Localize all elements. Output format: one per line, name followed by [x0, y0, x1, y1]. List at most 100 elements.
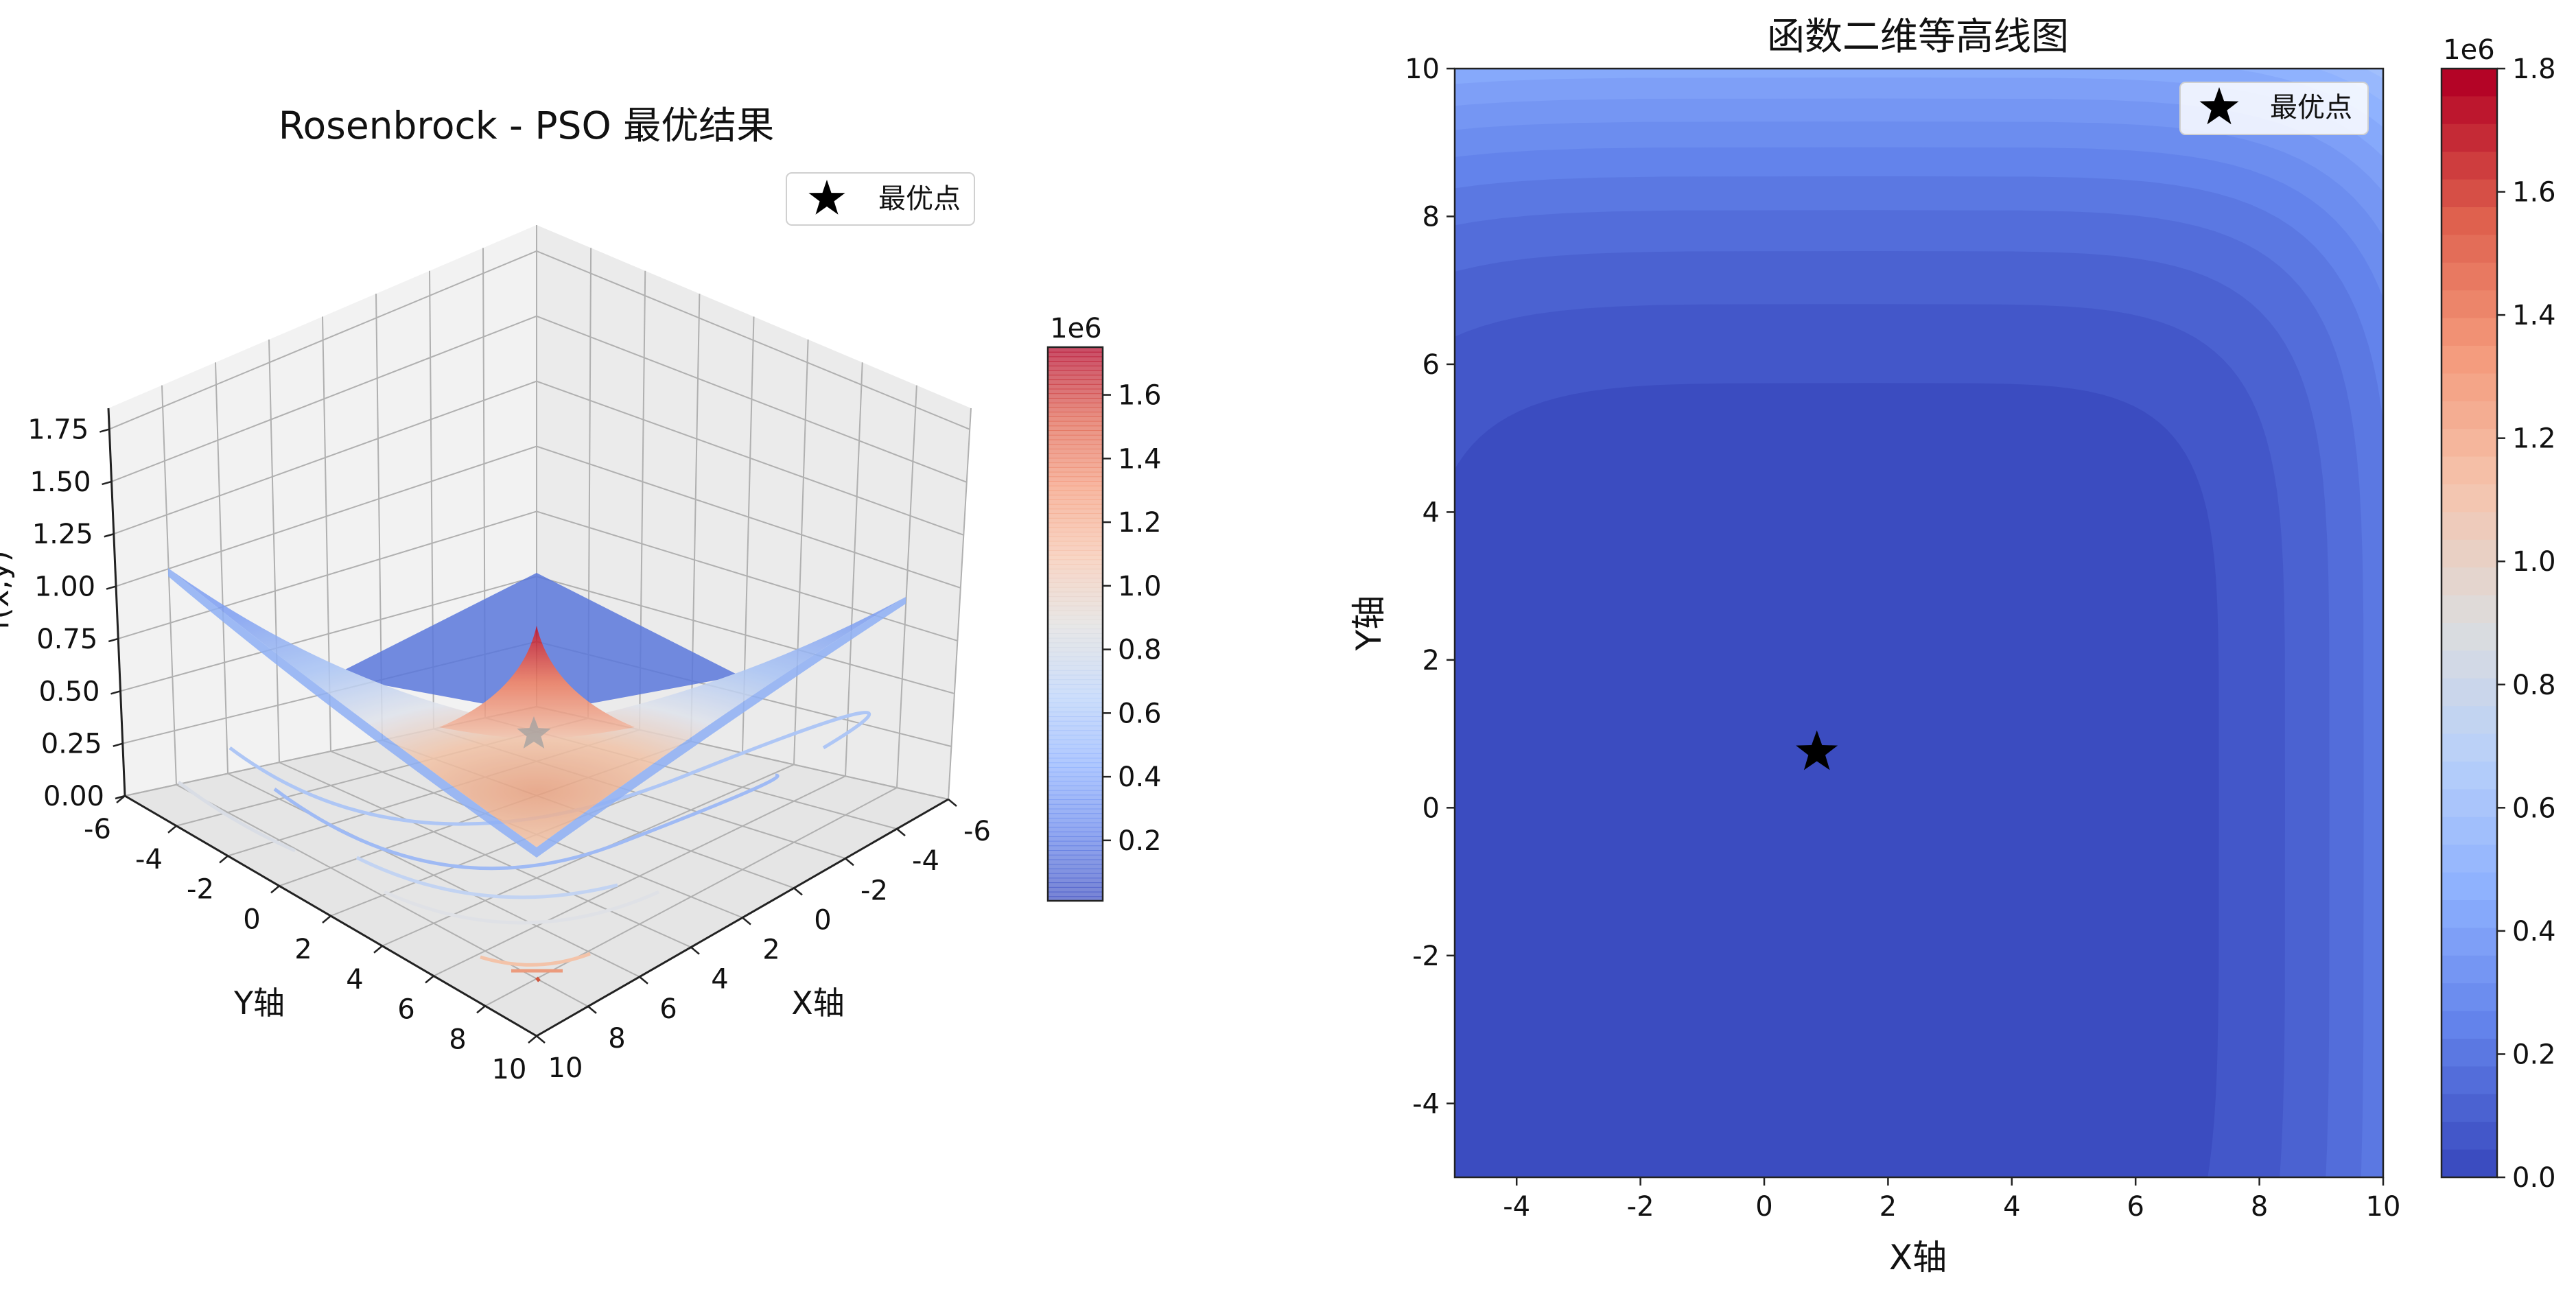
- colorbar-band: [1048, 665, 1103, 671]
- colorbar-band: [1048, 522, 1103, 528]
- colorbar-band: [1048, 471, 1103, 478]
- colorbar-band: [2442, 179, 2497, 208]
- floor-contour: [480, 952, 591, 967]
- x-tick: [742, 917, 751, 926]
- colorbar-ticks: 0.2 0.4 0.6 0.8 1.0 1.2 1.4 1.6: [1103, 380, 1162, 857]
- x-tick-label: 4: [711, 964, 728, 995]
- colorbar-band: [1048, 439, 1103, 445]
- colorbar-band: [1048, 873, 1103, 879]
- x-tick-label: 8: [608, 1023, 625, 1055]
- y-axis-label: Y轴: [1349, 596, 1389, 652]
- colorbar-tick-label: 1.2: [1118, 507, 1162, 539]
- colorbar-band: [1048, 453, 1103, 459]
- colorbar-band: [1048, 532, 1103, 537]
- colorbar-band: [1048, 679, 1103, 685]
- y-tick-label: 4: [1422, 497, 1440, 528]
- y-tick-label: 2: [294, 934, 312, 965]
- colorbar-band: [1048, 499, 1103, 505]
- colorbar-band: [1048, 458, 1103, 464]
- colorbar-band: [2442, 955, 2497, 985]
- surface-chart: Rosenbrock - PSO 最优结果: [0, 104, 1162, 1085]
- grid-line: [896, 385, 917, 788]
- colorbar-band: [1048, 891, 1103, 897]
- colorbar-tick-label: 1.0: [1118, 571, 1162, 602]
- z-axis-ticks: 0.00 0.25 0.50 0.75 1.00 1.25 1.50 1.75: [27, 414, 126, 812]
- grid-line: [161, 385, 177, 785]
- colorbar-band: [1048, 753, 1103, 759]
- colorbar-tick-label: 1.8: [2512, 54, 2556, 85]
- colorbar-band: [2442, 373, 2497, 402]
- colorbar-band: [1048, 582, 1103, 588]
- surface: [168, 568, 906, 858]
- colorbar-band: [1048, 578, 1103, 583]
- y-tick-label: 4: [346, 964, 363, 995]
- colorbar-band: [1048, 868, 1103, 874]
- colorbar-band: [1048, 462, 1103, 468]
- x-tick-label: -4: [1503, 1191, 1530, 1223]
- colorbar-band: [2442, 872, 2497, 901]
- colorbar-tick-label: 1.4: [1118, 443, 1162, 475]
- colorbar-frame: [1046, 346, 1104, 902]
- colorbar-band: [1048, 370, 1103, 376]
- colorbar-band: [2442, 96, 2497, 125]
- x-tick-label: 4: [2003, 1191, 2020, 1223]
- y-tick-label: 2: [1422, 645, 1440, 676]
- floor-contour: [355, 856, 618, 899]
- z-tick-label: 0.25: [41, 729, 102, 760]
- surface-colorbar: 1e6 0.2 0.4 0.6 0.8 1.0 1.2 1.4 1.6: [1046, 313, 1162, 902]
- legend-contour: 最优点: [2179, 82, 2369, 135]
- grid-line: [113, 380, 964, 536]
- x-tick-label: 10: [2366, 1191, 2401, 1223]
- x-tick-label: 2: [762, 934, 780, 966]
- y-tick: [373, 945, 383, 954]
- colorbar-band: [2442, 928, 2497, 956]
- colorbar-band: [1048, 407, 1103, 413]
- y-tick-label: -4: [1412, 1088, 1440, 1120]
- colorbar-band: [1048, 827, 1103, 833]
- colorbar-band: [1048, 739, 1103, 745]
- colorbar-band: [1048, 859, 1103, 865]
- floor-contour: [273, 773, 780, 871]
- colorbar-band: [1048, 605, 1103, 611]
- colorbar-band: [1048, 619, 1103, 625]
- colorbar-band: [1048, 402, 1103, 408]
- x-tick-label: 8: [2251, 1191, 2268, 1223]
- y-tick-label: 0: [243, 904, 260, 935]
- colorbar-band: [1048, 850, 1103, 856]
- y-axis-label: Y轴: [233, 985, 285, 1022]
- colorbar-band: [1048, 517, 1103, 523]
- colorbar-band: [1048, 845, 1103, 851]
- surface-peak: [439, 626, 635, 740]
- x-tick: [587, 1005, 597, 1014]
- legend-label: 最优点: [878, 183, 961, 215]
- grid-line: [115, 445, 961, 589]
- colorbar-scale-label: 1e6: [1050, 313, 1102, 344]
- colorbar-band: [1048, 698, 1103, 703]
- colorbar-band: [1048, 803, 1103, 810]
- colorbar-band: [1048, 688, 1103, 694]
- colorbar-band: [1048, 545, 1103, 551]
- colorbar-band: [1048, 637, 1103, 644]
- legend-star-icon: [808, 180, 845, 215]
- colorbar-tick-label: 1.6: [1118, 380, 1162, 412]
- z-tick-label: 0.50: [38, 676, 99, 707]
- grid-line: [793, 339, 809, 765]
- colorbar-band: [2442, 429, 2497, 458]
- colorbar-tick-label: 1.2: [2512, 423, 2556, 455]
- x-tick: [948, 799, 957, 807]
- colorbar-band: [2442, 152, 2497, 180]
- colorbar-band: [1048, 749, 1103, 754]
- contour-levels: [1455, 69, 2383, 1177]
- x-axis-label: X轴: [1889, 1238, 1947, 1277]
- y-axis-ticks: -6 -4 -2 0 2 4 6 8 10: [84, 795, 537, 1085]
- y-tick-label: -4: [135, 844, 163, 875]
- colorbar-band: [1048, 591, 1103, 598]
- z-tick-label: 1.50: [30, 467, 91, 498]
- colorbar-band: [2442, 1149, 2497, 1178]
- colorbar-band: [2442, 567, 2497, 596]
- surface-bowl: [168, 568, 906, 847]
- y-tick-label: -2: [1412, 941, 1440, 972]
- colorbar-band: [1048, 896, 1103, 902]
- y-tick: [270, 885, 280, 894]
- optimum-star: [1796, 730, 1838, 770]
